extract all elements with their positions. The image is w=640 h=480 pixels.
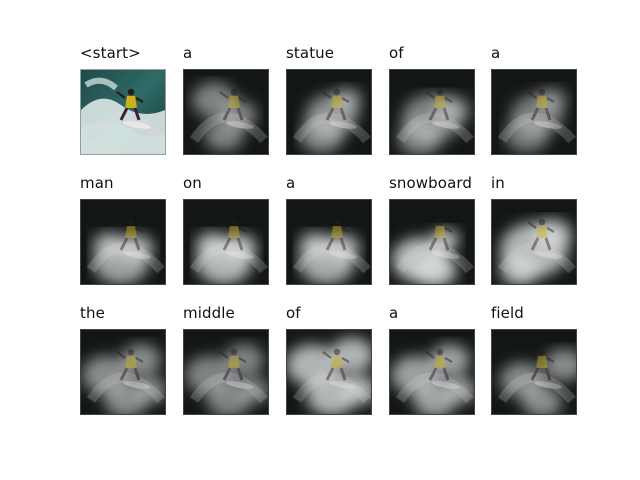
caption-word: <start> — [80, 44, 141, 62]
attention-map — [183, 199, 269, 285]
attention-map — [491, 199, 577, 285]
attention-heatmap — [184, 330, 268, 414]
attention-map — [491, 329, 577, 415]
caption-word: a — [286, 174, 296, 192]
attention-heatmap — [81, 200, 165, 284]
attention-heatmap — [81, 330, 165, 414]
attention-map — [80, 329, 166, 415]
caption-word: of — [389, 44, 404, 62]
attention-map — [389, 199, 475, 285]
original-image — [80, 69, 166, 155]
attention-heatmap — [184, 70, 268, 154]
caption-word: statue — [286, 44, 335, 62]
attention-map — [183, 69, 269, 155]
caption-word: snowboard — [389, 174, 472, 192]
caption-word: man — [80, 174, 114, 192]
attention-heatmap — [492, 330, 576, 414]
attention-heatmap — [492, 200, 576, 284]
attention-heatmap — [492, 70, 576, 154]
attention-heatmap — [287, 200, 371, 284]
caption-word: on — [183, 174, 202, 192]
attention-heatmap — [287, 330, 371, 414]
attention-heatmap — [184, 200, 268, 284]
attention-map — [389, 329, 475, 415]
caption-word: of — [286, 304, 301, 322]
attention-map — [389, 69, 475, 155]
attention-heatmap — [390, 70, 474, 154]
attention-heatmap — [287, 70, 371, 154]
caption-word: a — [183, 44, 193, 62]
caption-word: middle — [183, 304, 235, 322]
attention-map — [286, 199, 372, 285]
attention-map — [183, 329, 269, 415]
caption-word: in — [491, 174, 505, 192]
attention-map — [286, 69, 372, 155]
surfer-photo — [81, 70, 165, 154]
caption-word: the — [80, 304, 105, 322]
attention-map — [80, 199, 166, 285]
attention-map — [491, 69, 577, 155]
caption-word: field — [491, 304, 524, 322]
caption-word: a — [389, 304, 399, 322]
attention-map — [286, 329, 372, 415]
attention-heatmap — [390, 200, 474, 284]
attention-heatmap — [390, 330, 474, 414]
caption-word: a — [491, 44, 501, 62]
